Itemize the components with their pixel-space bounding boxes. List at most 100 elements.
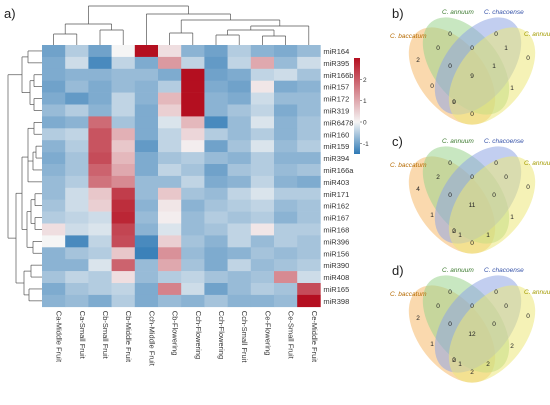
column-label: Ce-Flowering <box>263 311 272 356</box>
column-label: Cch-Flowering <box>194 311 203 359</box>
heatmap-cell <box>134 247 159 260</box>
heatmap-cell <box>204 271 228 284</box>
heatmap-cell <box>88 283 112 296</box>
heatmap-cell <box>227 247 252 260</box>
venn-count: 1 <box>510 214 514 221</box>
venn-set-label: C. annuum <box>442 138 474 145</box>
heatmap-cell <box>227 140 252 153</box>
heatmap-cell <box>88 56 112 70</box>
venn-set-label: C. chacoense <box>484 138 524 145</box>
heatmap-cell <box>42 247 66 260</box>
venn-count: 1 <box>430 341 434 348</box>
heatmap-cell <box>274 128 298 141</box>
heatmap-cell <box>88 271 112 284</box>
row-label: miR396 <box>323 237 349 246</box>
heatmap-cell <box>158 199 182 212</box>
venn-count: 2 <box>416 315 420 322</box>
venn-count: 9 <box>452 99 456 106</box>
heatmap-cell <box>227 45 252 58</box>
heatmap-cell <box>65 211 89 224</box>
heatmap-cell <box>204 211 228 224</box>
heatmap-cell <box>204 152 228 165</box>
legend-tick-label: 0 <box>363 120 367 127</box>
heatmap-cell <box>111 271 136 284</box>
venn-count: 0 <box>448 289 452 296</box>
venn-set-label: C. annuum <box>524 289 550 296</box>
heatmap-cell <box>227 104 252 117</box>
venn-count: 0 <box>436 303 440 310</box>
heatmap-cell <box>88 152 112 165</box>
column-label: Cch-Middle Fruit <box>147 311 156 367</box>
venn-set-label: C. baccatum <box>390 33 427 40</box>
venn-count: 0 <box>452 228 456 235</box>
heatmap-cell <box>42 259 66 272</box>
heatmap-cell <box>297 80 321 93</box>
column-label: Cb-Flowering <box>171 311 180 356</box>
heatmap-cell <box>274 164 298 177</box>
heatmap-cell <box>250 80 275 93</box>
heatmap-cell <box>297 259 321 272</box>
venn-count: 0 <box>470 174 474 181</box>
heatmap-cell <box>42 211 66 224</box>
column-dendrogram <box>53 5 310 45</box>
heatmap-cell <box>297 199 321 212</box>
heatmap-cell <box>158 80 182 93</box>
heatmap-cell <box>158 68 182 81</box>
heatmap-cell <box>204 283 228 296</box>
heatmap-cell <box>65 56 89 70</box>
venn-count: 2 <box>486 361 490 368</box>
heatmap-cell <box>181 271 205 284</box>
heatmap-cell <box>65 223 89 236</box>
heatmap-cell <box>227 211 252 224</box>
heatmap-cell <box>134 68 159 81</box>
heatmap-cell <box>181 92 205 105</box>
heatmap-cell <box>250 92 275 105</box>
heatmap-cell <box>250 235 275 248</box>
heatmap-cell <box>88 68 112 81</box>
heatmap-cell <box>274 116 298 129</box>
heatmap-cell <box>274 68 298 81</box>
row-label: miR172 <box>323 95 349 104</box>
heatmap-cell <box>134 175 159 189</box>
venn-set-label: C. chacoense <box>484 267 524 274</box>
heatmap-cell <box>204 92 228 105</box>
legend-tick-label: 2 <box>363 77 367 84</box>
venn-set-label: C. baccatum <box>390 291 427 298</box>
venn-count: 0 <box>452 99 456 106</box>
heatmap-cell <box>250 140 275 153</box>
venn-count: 1 <box>486 232 490 239</box>
heatmap-cell <box>158 56 182 70</box>
heatmap-cell <box>111 199 136 212</box>
heatmap-cell <box>250 56 275 70</box>
heatmap-cell <box>274 247 298 260</box>
heatmap-cell <box>181 259 205 272</box>
venn-count: 0 <box>494 289 498 296</box>
heatmap-cell <box>227 92 252 105</box>
row-label: miR166a <box>323 166 354 175</box>
heatmap-cell <box>181 56 205 70</box>
heatmap-cell <box>297 223 321 236</box>
row-label: miR171 <box>323 190 349 199</box>
heatmap-cell <box>297 140 321 153</box>
heatmap-cell <box>158 45 182 58</box>
heatmap-cell <box>134 271 159 284</box>
venn-set-label: C. chacoense <box>484 9 524 16</box>
heatmap-cell <box>250 116 275 129</box>
panel-label-c: c) <box>392 134 403 149</box>
heatmap-cell <box>297 271 321 284</box>
heatmap-cell <box>65 152 89 165</box>
heatmap-cell <box>297 283 321 296</box>
heatmap-cell <box>42 271 66 284</box>
column-label: Cb-Middle Fruit <box>124 311 133 363</box>
venn-count: 9 <box>470 73 474 80</box>
heatmap-cell <box>274 211 298 224</box>
heatmap-cell <box>65 294 89 308</box>
heatmap-cell <box>134 45 159 58</box>
heatmap-cell <box>111 116 136 129</box>
heatmap-cell <box>88 211 112 224</box>
venn-count: 4 <box>416 186 420 193</box>
heatmap-cell <box>65 175 89 189</box>
heatmap-cell <box>250 175 275 189</box>
heatmap-cell <box>297 68 321 81</box>
heatmap-cell <box>227 164 252 177</box>
